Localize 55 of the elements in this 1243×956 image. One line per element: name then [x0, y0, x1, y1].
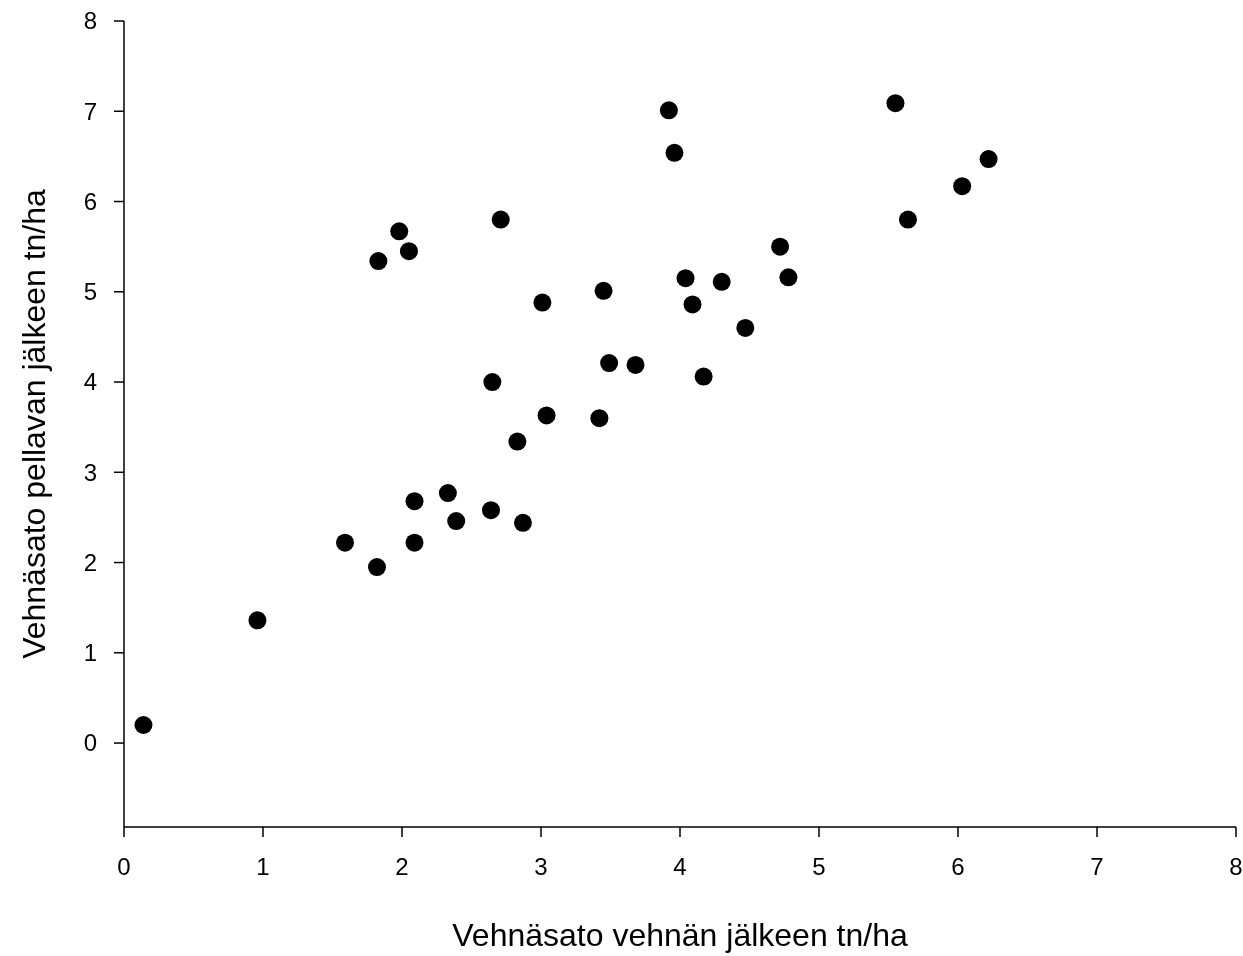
point: [134, 716, 153, 734]
point: [483, 373, 502, 392]
point: [736, 318, 755, 337]
x-tick-label: 6: [951, 853, 965, 880]
point: [886, 94, 905, 113]
x-tick-label: 7: [1090, 853, 1104, 880]
point: [683, 295, 702, 314]
point: [594, 281, 613, 300]
x-axis-title: Vehnäsato vehnän jälkeen tn/ha: [452, 917, 908, 953]
x-tick-label: 2: [395, 853, 409, 880]
point: [676, 269, 695, 288]
x-tick-label: 8: [1229, 853, 1243, 880]
point: [367, 558, 386, 577]
point: [537, 406, 556, 425]
point: [694, 367, 713, 386]
x-tick-label: 4: [673, 853, 687, 880]
point: [513, 513, 532, 532]
point: [590, 409, 609, 428]
y-tick-label: 2: [83, 548, 97, 576]
x-tick-label: 3: [534, 853, 548, 880]
point: [712, 272, 731, 291]
point: [481, 501, 500, 520]
point: [248, 611, 267, 630]
y-tick-label: 5: [83, 278, 97, 306]
point: [979, 150, 998, 169]
point: [508, 432, 527, 451]
point: [953, 177, 972, 196]
point: [399, 242, 418, 261]
point: [626, 355, 645, 374]
point: [369, 252, 388, 271]
point: [405, 492, 424, 511]
x-tick-label: 1: [256, 853, 270, 880]
y-tick-label: 6: [83, 187, 97, 215]
y-tick-label: 0: [83, 729, 97, 757]
y-tick-label: 7: [83, 97, 97, 125]
y-tick-label: 1: [83, 639, 97, 667]
point: [491, 210, 510, 229]
x-tick-label: 0: [117, 853, 131, 880]
point: [405, 533, 424, 552]
point: [600, 354, 619, 373]
point: [665, 143, 684, 162]
point: [898, 210, 917, 229]
point: [659, 101, 678, 120]
point: [336, 533, 355, 552]
x-tick-label: 5: [812, 853, 826, 880]
point: [390, 222, 409, 241]
y-axis-title: Vehnäsato pellavan jälkeen tn/ha: [16, 188, 52, 659]
point: [771, 237, 790, 256]
y-tick-label: 8: [83, 7, 97, 35]
point: [447, 512, 466, 531]
point: [438, 484, 457, 503]
point: [779, 268, 798, 287]
point: [533, 293, 552, 312]
y-tick-label: 3: [83, 458, 97, 486]
y-tick-label: 4: [83, 368, 97, 396]
